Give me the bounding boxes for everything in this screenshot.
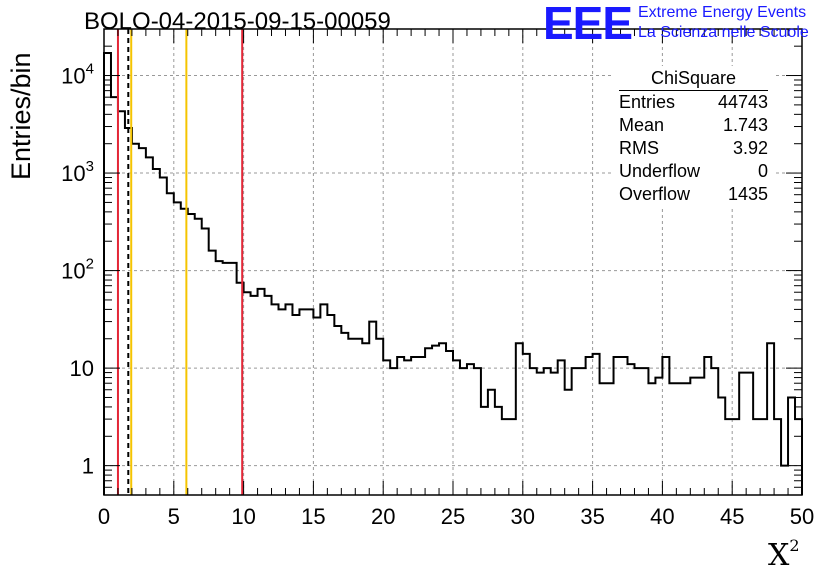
x-tick-label: 50: [790, 504, 814, 529]
stats-row-rms: RMS 3.92: [611, 137, 776, 160]
x-tick-label: 0: [98, 504, 110, 529]
x-axis-label-base: X: [768, 538, 790, 573]
x-tick-label: 30: [511, 504, 535, 529]
y-tick-label-base: 10: [70, 356, 94, 381]
logo-tagline-1: Extreme Energy Events: [638, 4, 807, 21]
y-tick-label: 10: [70, 356, 94, 381]
chart-title: BOLO-04-2015-09-15-00059: [84, 8, 391, 35]
stats-label: RMS: [619, 138, 659, 158]
x-axis-label: X2: [768, 536, 800, 573]
y-tick-label: 1: [82, 454, 94, 479]
x-axis-ticks: 0 5 10 15 20 25 30 35 40 45 50: [98, 29, 814, 529]
reference-lines: [116, 29, 244, 495]
stats-row-underflow: Underflow 0: [611, 160, 776, 183]
x-tick-label: 5: [168, 504, 180, 529]
stats-row-mean: Mean 1.743: [611, 114, 776, 137]
y-tick-label: 103: [61, 158, 94, 186]
stats-row-overflow: Overflow 1435: [611, 183, 776, 206]
stats-box: ChiSquare Entries 44743 Mean 1.743 RMS 3.92…: [611, 66, 776, 206]
stats-row-entries: Entries 44743: [611, 91, 776, 114]
x-tick-label: 15: [301, 504, 325, 529]
stats-label: Entries: [619, 92, 676, 112]
stats-label: Overflow: [619, 184, 691, 204]
stats-label: Mean: [619, 115, 665, 135]
y-tick-label: 104: [61, 61, 94, 89]
y-tick-label-base: 10: [61, 259, 85, 284]
eee-logo-mark: EEE: [543, 0, 633, 49]
stats-value: 3.92: [732, 138, 768, 158]
y-tick-label-exponent: 4: [86, 61, 94, 78]
x-tick-label: 20: [371, 504, 395, 529]
grid-lines: [103, 29, 803, 495]
y-tick-label-exponent: 3: [86, 158, 94, 175]
stats-box-title: ChiSquare: [619, 66, 768, 91]
x-axis-label-sup: 2: [789, 536, 800, 555]
stats-value: 0: [757, 161, 768, 181]
stats-value: 1435: [727, 184, 768, 204]
histogram-outline: [103, 52, 803, 495]
x-tick-label: 40: [650, 504, 674, 529]
logo-tagline-2: La Scienza nelle Scuole: [638, 24, 809, 41]
x-tick-label: 45: [720, 504, 744, 529]
y-tick-label-base: 10: [61, 64, 85, 89]
stats-value: 1.743: [722, 115, 768, 135]
stats-value: 44743: [717, 92, 768, 112]
histogram-series: [103, 52, 803, 495]
x-tick-label: 25: [441, 504, 465, 529]
x-tick-label: 35: [580, 504, 604, 529]
stats-label: Underflow: [619, 161, 701, 181]
y-tick-label-base: 1: [82, 454, 94, 479]
y-tick-label-base: 10: [61, 161, 85, 186]
y-tick-label: 102: [61, 256, 94, 284]
y-axis-label: Entries/bin: [6, 52, 36, 180]
y-tick-label-exponent: 2: [86, 256, 94, 273]
x-tick-label: 10: [231, 504, 255, 529]
